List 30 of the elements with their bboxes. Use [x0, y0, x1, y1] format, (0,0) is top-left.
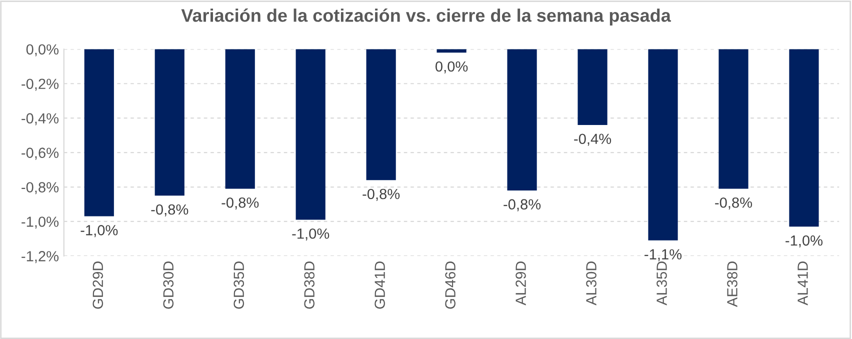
data-label: -0,8% — [222, 197, 259, 210]
data-label: -1,0% — [786, 235, 823, 248]
data-label: -0,8% — [362, 188, 400, 201]
data-label: -1,0% — [292, 228, 330, 241]
data-label: -1,1% — [644, 249, 682, 262]
x-tick-label: GD38D — [304, 262, 315, 309]
x-tick-label: AL41D — [798, 262, 808, 306]
y-tick-label: -0,4% — [22, 113, 59, 126]
x-tick-label: AL29D — [516, 262, 526, 306]
x-tick-label: GD41D — [374, 262, 385, 309]
data-label: 0,0% — [436, 61, 468, 74]
y-tick-label: -1,0% — [22, 216, 59, 229]
y-tick-label: -1,2% — [22, 251, 59, 264]
y-tick-label: -0,8% — [22, 182, 59, 194]
data-label: -0,8% — [715, 197, 752, 210]
data-label: -1,0% — [80, 225, 118, 238]
x-tick-label: AL30D — [586, 262, 596, 306]
y-tick-label: -0,6% — [22, 148, 59, 160]
data-label: -0,4% — [574, 134, 612, 146]
chart-title: Variación de la cotización vs. cierre de la semana pasada — [181, 8, 672, 26]
x-tick-label: GD46D — [445, 262, 456, 309]
y-tick-label: -0,2% — [22, 78, 59, 91]
data-label: -0,8% — [151, 204, 188, 216]
data-label: -0,8% — [504, 199, 541, 212]
x-tick-label: GD35D — [234, 262, 244, 309]
x-tick-label: GD30D — [163, 262, 174, 309]
y-tick-label: 0,0% — [26, 44, 59, 56]
x-tick-label: AL35D — [656, 262, 667, 306]
x-tick-label: AE38D — [727, 262, 738, 307]
x-tick-label: GD29D — [92, 262, 104, 309]
